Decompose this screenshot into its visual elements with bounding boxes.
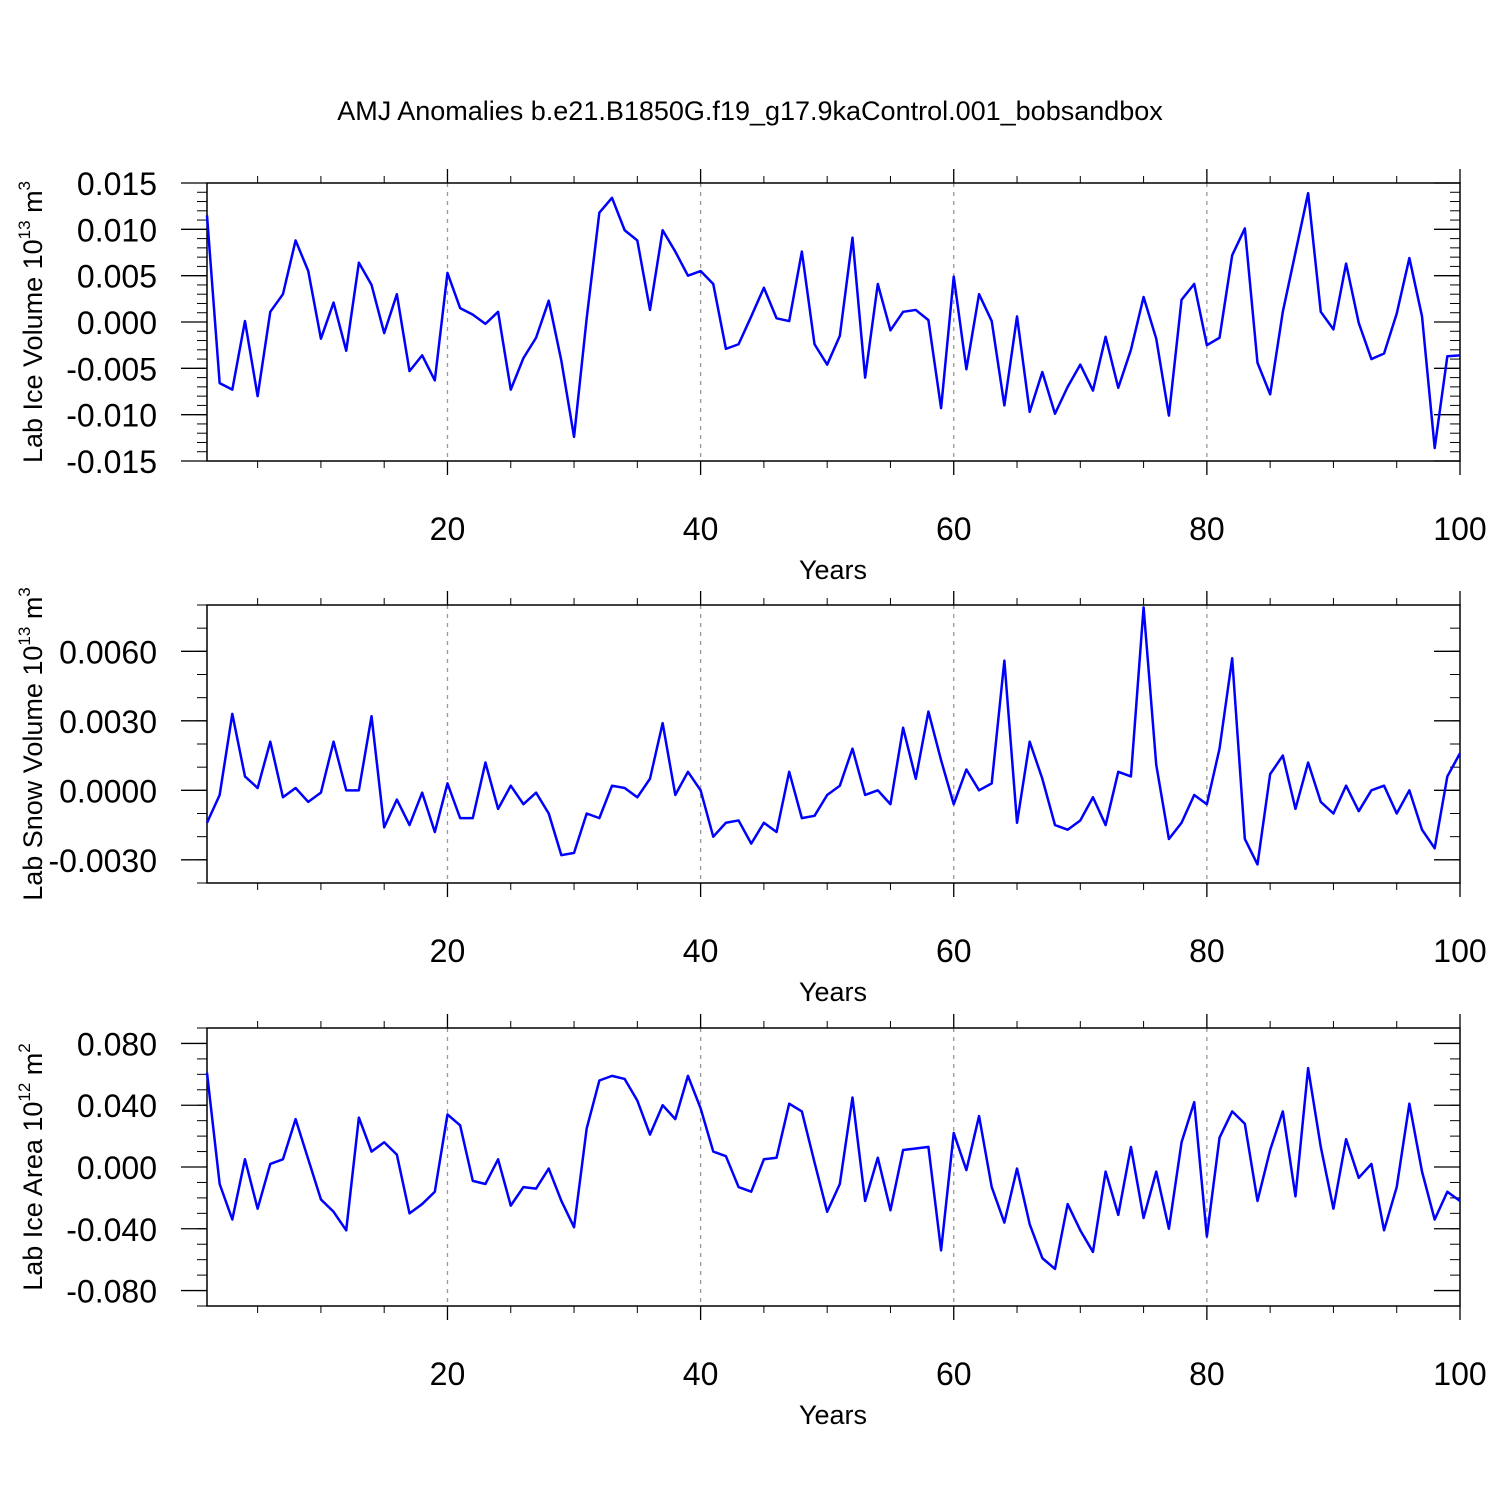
series-line — [205, 1066, 1461, 1271]
x-tick-label: 40 — [683, 511, 719, 547]
y-tick-label: 0.010 — [77, 212, 157, 248]
x-tick-label: 60 — [936, 1356, 972, 1392]
y-axis-title-ylabel-unit-exp: 3 — [15, 587, 34, 596]
y-axis-title-ylabel-exp: 13 — [15, 220, 34, 239]
x-axis-title: Years — [799, 555, 867, 585]
y-axis-title-ylabel-unit: m — [18, 1053, 48, 1083]
y-tick-label: 0.005 — [77, 259, 157, 295]
y-axis-title-ylabel-unit-exp: 3 — [15, 181, 34, 190]
y-tick-label: 0.000 — [77, 305, 157, 341]
panel-1: 20 40 60 80 100 -0.015 -0.010 -0.005 0.000 0.005 0… — [15, 166, 1487, 585]
y-axis-title: Lab Snow Volume 1013 m3 — [15, 587, 48, 901]
y-axis-title-ylabel-exp: 12 — [15, 1083, 34, 1102]
x-tick-label: 100 — [1433, 1356, 1486, 1392]
x-tick-label: 20 — [430, 933, 466, 969]
y-axis-title: Lab Ice Area 1012 m2 — [15, 1043, 48, 1291]
figure-title: AMJ Anomalies b.e21.B1850G.f19_g17.9kaCo… — [337, 96, 1163, 126]
series-line — [205, 606, 1462, 866]
x-tick-label: 80 — [1189, 1356, 1225, 1392]
x-tick-label: 100 — [1433, 933, 1486, 969]
y-axis-title-ylabel-base: Lab Ice Volume 10 — [18, 239, 48, 463]
y-axis-title-ylabel-unit: m — [18, 190, 48, 220]
y-axis-title-ylabel-unit: m — [18, 597, 48, 627]
y-tick-label: 0.040 — [77, 1088, 157, 1124]
x-tick-label: 80 — [1189, 933, 1225, 969]
panel-3: 20 40 60 80 100 -0.080 -0.040 0.000 0.040 0.080 Ye… — [15, 1014, 1487, 1430]
x-tick-label: 100 — [1433, 511, 1486, 547]
panel-2: 20 40 60 80 100 -0.0030 0.0000 0.0030 0.0060 Year… — [15, 587, 1487, 1007]
y-tick-label: 0.015 — [77, 166, 157, 202]
y-tick-label: 0.000 — [77, 1150, 157, 1186]
x-tick-label: 60 — [936, 933, 972, 969]
y-tick-label: 0.0030 — [59, 704, 157, 740]
y-tick-label: -0.040 — [66, 1212, 157, 1248]
x-tick-label: 60 — [936, 511, 972, 547]
y-axis-title-ylabel-exp: 13 — [15, 627, 34, 646]
x-tick-label: 20 — [430, 511, 466, 547]
y-tick-label: -0.005 — [66, 351, 157, 387]
y-tick-label: 0.080 — [77, 1026, 157, 1062]
y-tick-label: -0.0030 — [48, 843, 157, 879]
y-tick-label: 0.0060 — [59, 634, 157, 670]
x-axis-title: Years — [799, 1400, 867, 1430]
series-line — [205, 191, 1461, 450]
x-axis-title: Years — [799, 977, 867, 1007]
x-tick-label: 40 — [683, 1356, 719, 1392]
y-axis-title-ylabel-base: Lab Snow Volume 10 — [18, 646, 48, 901]
y-tick-label: -0.015 — [66, 444, 157, 480]
x-tick-label: 20 — [430, 1356, 466, 1392]
y-axis-title-ylabel-base: Lab Ice Area 10 — [18, 1102, 48, 1291]
x-tick-label: 80 — [1189, 511, 1225, 547]
y-axis-title: Lab Ice Volume 1013 m3 — [15, 181, 48, 463]
y-tick-label: -0.080 — [66, 1274, 157, 1310]
panels: 20 40 60 80 100 -0.015 -0.010 -0.005 0.000 0.005 0… — [15, 166, 1487, 1430]
y-tick-label: 0.0000 — [59, 773, 157, 809]
x-tick-label: 40 — [683, 933, 719, 969]
y-tick-label: -0.010 — [66, 398, 157, 434]
y-axis-title-ylabel-unit-exp: 2 — [15, 1043, 34, 1052]
